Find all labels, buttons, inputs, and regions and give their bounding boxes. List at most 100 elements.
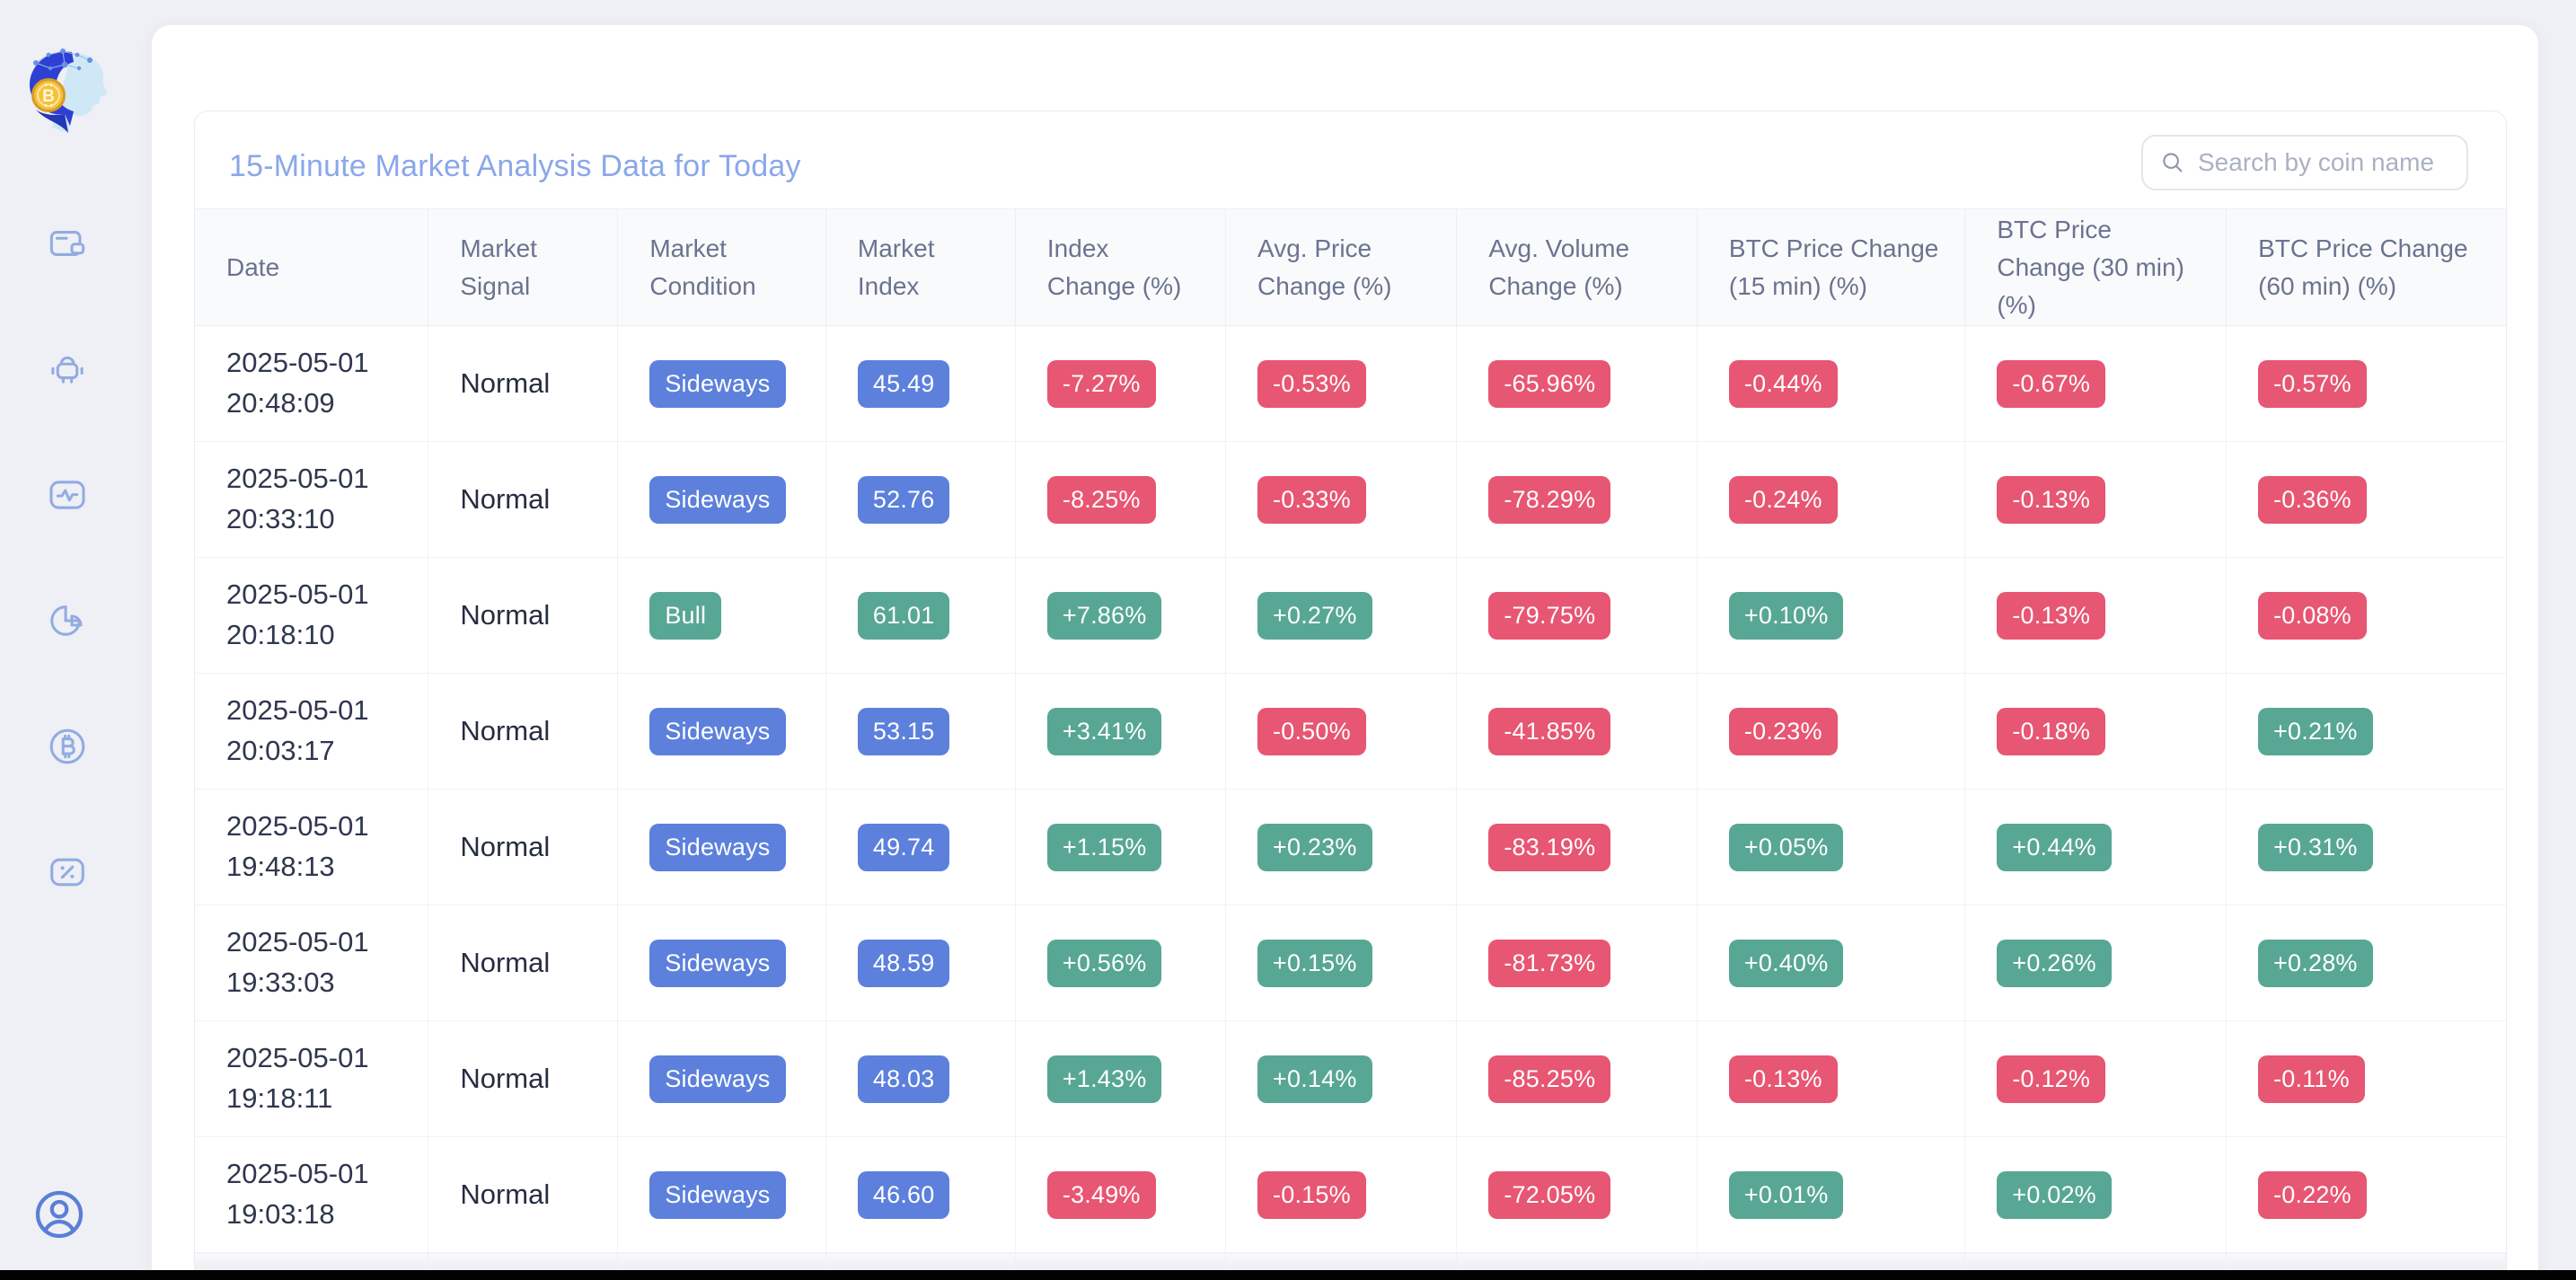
app-logo[interactable]: B xyxy=(18,47,113,144)
column-header: BTC Price Change (60 min) (%) xyxy=(2226,208,2506,326)
column-header-label: BTC Price Change (60 min) (%) xyxy=(2258,234,2468,300)
btc-30-cell: -0.18% xyxy=(1964,673,2228,790)
avg-price-badge: +0.14% xyxy=(1257,1055,1372,1103)
bot-icon xyxy=(51,356,84,384)
btc-60-badge: -0.57% xyxy=(2258,359,2367,408)
column-header: Index Change (%) xyxy=(1015,208,1227,326)
table-row: 2025-05-01 19:18:11 Normal Sideways 48.03 +1.… xyxy=(195,1020,2506,1137)
avg-volume-cell: -41.85% xyxy=(1456,673,1698,790)
avg-volume-cell: -72.05% xyxy=(1456,1136,1698,1253)
avg-price-cell: +0.27% xyxy=(1225,557,1458,674)
btc-15-badge: -0.44% xyxy=(1728,359,1838,408)
index-badge: 48.59 xyxy=(857,939,950,987)
sidebar-item-activity[interactable] xyxy=(47,474,88,516)
btc-30-cell: -0.13% xyxy=(1964,441,2228,558)
table-row: 2025-05-01 19:48:13 Normal Sideways 49.74 +1.… xyxy=(195,789,2506,905)
btc-60-cell: -0.57% xyxy=(2226,325,2506,442)
signal-text: Normal xyxy=(460,483,551,515)
btc-15-badge: +0.10% xyxy=(1728,591,1844,640)
index-change-cell: +3.41% xyxy=(1015,673,1227,790)
user-circle-icon xyxy=(35,1190,84,1239)
wallet-icon xyxy=(49,231,85,256)
sidebar-item-wallet[interactable] xyxy=(47,223,88,264)
table-row: 2025-05-01 20:18:10 Normal Bull 61.01 +7.86% +… xyxy=(195,557,2506,674)
btc-15-cell: +0.10% xyxy=(1697,557,1966,674)
sidebar-item-bitcoin[interactable] xyxy=(47,726,88,767)
index-change-cell: -8.25% xyxy=(1015,441,1227,558)
condition-cell: Sideways xyxy=(617,1020,826,1137)
date-text: 2025-05-01 xyxy=(226,578,369,611)
btc-30-badge: -0.13% xyxy=(1997,591,2106,640)
page-title: 15-Minute Market Analysis Data for Today xyxy=(229,149,801,183)
avg-price-badge: +0.27% xyxy=(1257,591,1372,640)
activity-icon xyxy=(49,481,85,509)
btc-15-badge: -0.24% xyxy=(1728,475,1838,524)
avg-volume-cell: -81.73% xyxy=(1456,905,1698,1021)
svg-text:B: B xyxy=(42,87,55,106)
sidebar: B xyxy=(0,0,151,1280)
index-cell: 52.76 xyxy=(825,441,1016,558)
signal-text: Normal xyxy=(460,1178,551,1210)
btc-30-cell: +0.02% xyxy=(1964,1136,2228,1253)
market-table: Date Market Signal Market Condition Market … xyxy=(195,208,2506,1275)
column-header: Avg. Volume Change (%) xyxy=(1456,208,1698,326)
column-header: Avg. Price Change (%) xyxy=(1225,208,1458,326)
condition-badge: Sideways xyxy=(649,359,786,408)
index-cell: 53.15 xyxy=(825,673,1016,790)
btc-60-badge: -0.11% xyxy=(2258,1055,2365,1103)
avg-volume-badge: -41.85% xyxy=(1488,707,1611,755)
avg-price-cell: +0.23% xyxy=(1225,789,1458,905)
sidebar-item-pie-chart[interactable] xyxy=(47,600,88,641)
date-text: 2025-05-01 xyxy=(226,926,369,958)
avg-price-cell: -0.50% xyxy=(1225,673,1458,790)
search-input[interactable] xyxy=(2198,148,2450,177)
sidebar-item-bot[interactable] xyxy=(47,349,88,390)
index-change-badge: +0.56% xyxy=(1046,939,1162,987)
condition-cell: Sideways xyxy=(617,789,826,905)
signal-text: Normal xyxy=(460,947,551,978)
brain-bitcoin-logo-icon: B xyxy=(29,49,108,133)
sidebar-item-percent[interactable] xyxy=(47,852,88,893)
btc-60-cell: -0.36% xyxy=(2226,441,2506,558)
index-change-badge: +7.86% xyxy=(1046,591,1162,640)
table-header-row: Date Market Signal Market Condition Market … xyxy=(195,208,2506,326)
btc-60-cell: -0.11% xyxy=(2226,1020,2506,1137)
column-header-label: Date xyxy=(226,252,280,281)
window-edge-bar xyxy=(0,1270,2576,1280)
date-text: 19:18:11 xyxy=(226,1082,333,1114)
index-badge: 48.03 xyxy=(857,1055,950,1103)
btc-15-cell: +0.01% xyxy=(1697,1136,1966,1253)
avg-price-badge: -0.50% xyxy=(1257,707,1366,755)
condition-cell: Sideways xyxy=(617,441,826,558)
index-badge: 49.74 xyxy=(857,823,950,871)
condition-cell: Sideways xyxy=(617,1136,826,1253)
btc-60-badge: +0.31% xyxy=(2258,823,2373,871)
avg-volume-cell: -78.29% xyxy=(1456,441,1698,558)
signal-cell: Normal xyxy=(428,557,619,674)
date-text: 2025-05-01 xyxy=(226,810,369,843)
table-row: 2025-05-01 20:33:10 Normal Sideways 52.76 -8.… xyxy=(195,441,2506,558)
btc-60-cell: +0.28% xyxy=(2226,905,2506,1021)
index-change-cell: -3.49% xyxy=(1015,1136,1227,1253)
date-cell: 2025-05-01 19:48:13 xyxy=(195,789,429,905)
sidebar-item-profile[interactable] xyxy=(32,1187,86,1241)
signal-cell: Normal xyxy=(428,1136,619,1253)
btc-30-badge: +0.44% xyxy=(1997,823,2112,871)
index-change-badge: -8.25% xyxy=(1046,475,1156,524)
signal-cell: Normal xyxy=(428,1020,619,1137)
date-cell: 2025-05-01 20:18:10 xyxy=(195,557,429,674)
column-header: BTC Price Change (30 min) (%) xyxy=(1964,208,2228,326)
date-cell: 2025-05-01 20:48:09 xyxy=(195,325,429,442)
index-change-badge: +3.41% xyxy=(1046,707,1162,755)
index-change-cell: +1.15% xyxy=(1015,789,1227,905)
btc-30-badge: -0.18% xyxy=(1997,707,2106,755)
btc-60-badge: +0.28% xyxy=(2258,939,2373,987)
date-text: 20:03:17 xyxy=(226,735,335,766)
btc-60-badge: -0.36% xyxy=(2258,475,2367,524)
avg-volume-badge: -83.19% xyxy=(1488,823,1611,871)
signal-cell: Normal xyxy=(428,789,619,905)
condition-badge: Sideways xyxy=(649,1055,786,1103)
signal-cell: Normal xyxy=(428,441,619,558)
btc-15-cell: -0.13% xyxy=(1697,1020,1966,1137)
btc-15-cell: -0.24% xyxy=(1697,441,1966,558)
